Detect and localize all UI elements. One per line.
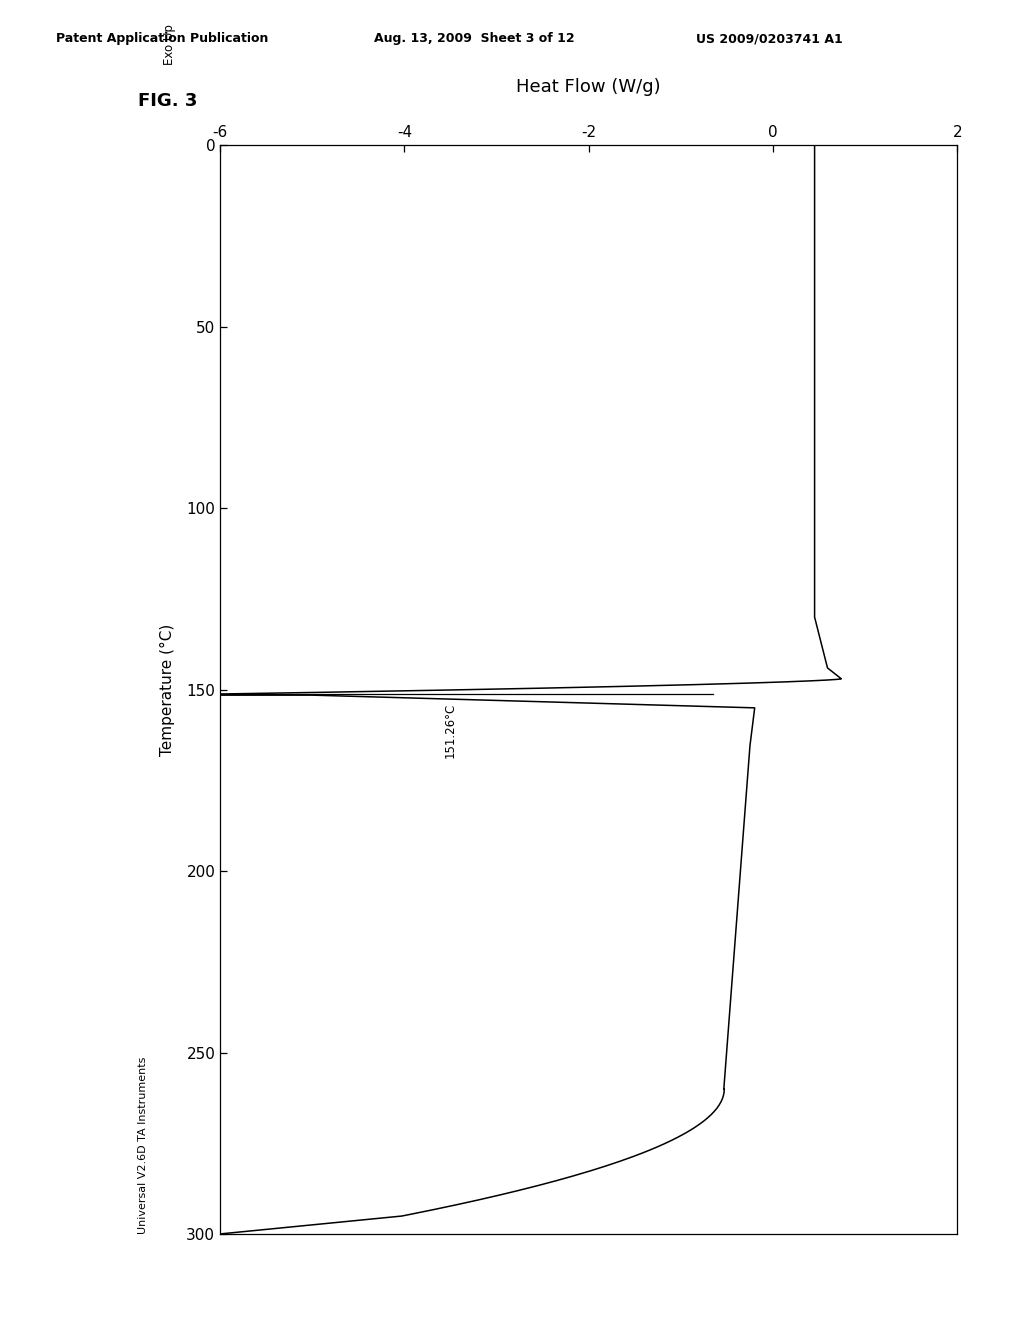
Text: US 2009/0203741 A1: US 2009/0203741 A1 <box>696 32 843 45</box>
Text: Aug. 13, 2009  Sheet 3 of 12: Aug. 13, 2009 Sheet 3 of 12 <box>374 32 574 45</box>
Text: Exo Up: Exo Up <box>163 25 176 66</box>
Title: Heat Flow (W/g): Heat Flow (W/g) <box>516 78 662 96</box>
Y-axis label: Temperature (°C): Temperature (°C) <box>160 623 175 756</box>
Text: FIG. 3: FIG. 3 <box>138 91 198 110</box>
Text: Patent Application Publication: Patent Application Publication <box>56 32 268 45</box>
Text: 151.26°C: 151.26°C <box>444 702 457 758</box>
Text: Universal V2.6D TA Instruments: Universal V2.6D TA Instruments <box>138 1057 148 1234</box>
